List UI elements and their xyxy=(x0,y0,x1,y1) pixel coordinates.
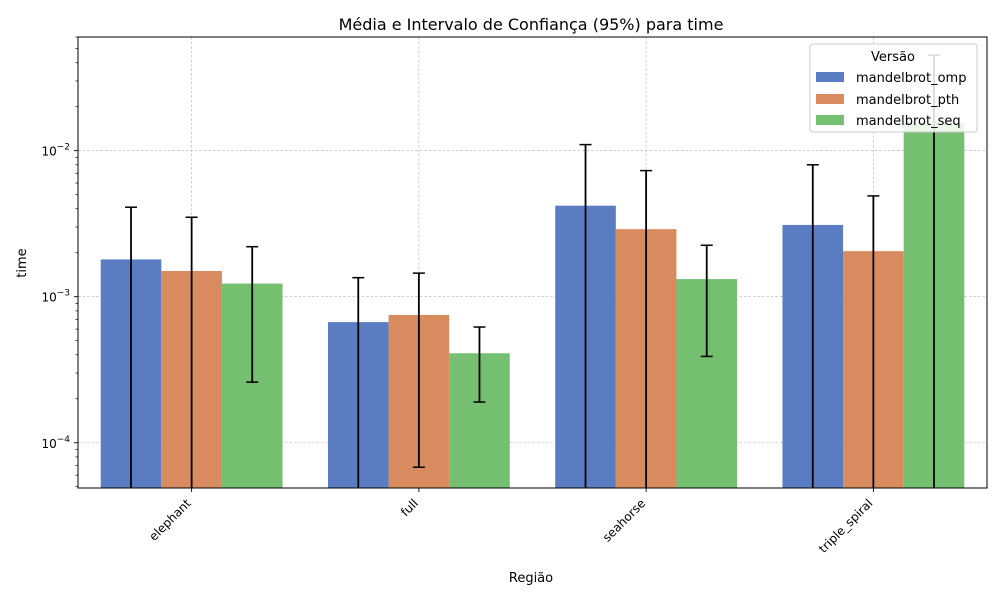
y-tick-label: 10−4 xyxy=(41,435,70,451)
legend-label-omp: mandelbrot_omp xyxy=(856,71,966,86)
x-axis-label: Região xyxy=(509,571,553,586)
y-tick-label: 10−3 xyxy=(41,289,70,305)
y-axis-ticks: 10−4 10−3 10−2 xyxy=(41,36,78,488)
legend-swatch-pth xyxy=(816,94,844,104)
x-tick-label: full xyxy=(398,496,421,519)
legend-swatch-seq xyxy=(816,115,844,125)
plot-frame xyxy=(77,36,988,489)
x-tick-label: elephant xyxy=(146,496,194,544)
legend-label-seq: mandelbrot_seq xyxy=(856,114,961,129)
chart-title: Média e Intervalo de Confiança (95%) par… xyxy=(339,15,724,34)
legend-label-pth: mandelbrot_pth xyxy=(856,93,959,108)
y-axis-label: time xyxy=(15,248,30,277)
x-tick-label: seahorse xyxy=(600,496,648,544)
legend: Versão mandelbrot_omp mandelbrot_pth man… xyxy=(809,43,978,133)
error-bars xyxy=(125,54,940,488)
legend-swatch-omp xyxy=(816,72,844,82)
x-axis-ticks: elephant full seahorse triple_spiral xyxy=(146,488,875,556)
y-tick-label: 10−2 xyxy=(41,143,70,159)
legend-box xyxy=(809,43,978,133)
legend-title: Versão xyxy=(871,50,915,65)
x-tick-label: triple_spiral xyxy=(816,496,875,555)
